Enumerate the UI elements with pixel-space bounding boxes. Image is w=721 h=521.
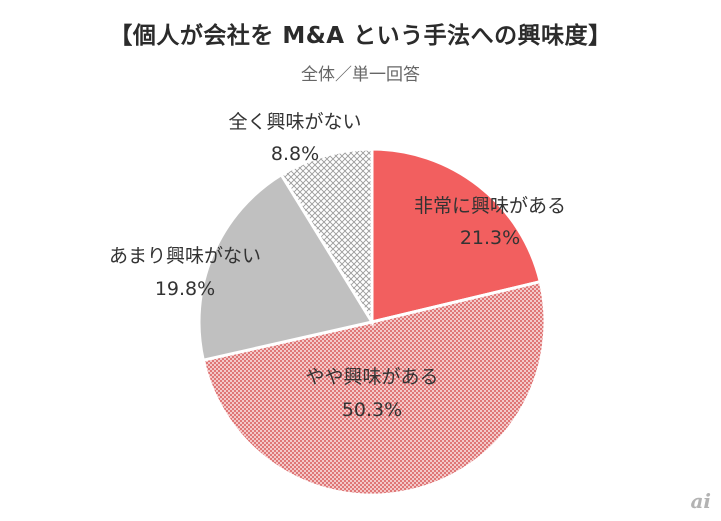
pie-slice-1 — [370, 147, 543, 324]
slice-value-1: 21.3% — [460, 227, 520, 249]
slice-value-4: 8.8% — [271, 143, 319, 165]
slice-label-1: 非常に興味がある — [414, 195, 566, 217]
slice-label-4: 全く興味がない — [228, 111, 361, 133]
site-logo-watermark: ai — [690, 489, 711, 513]
pie-slice-3 — [197, 172, 375, 362]
slice-label-2: やや興味がある — [305, 366, 438, 388]
chart-subtitle: 全体／単一回答 — [301, 65, 420, 85]
chart-title: 【個人が会社を M&A という手法への興味度】 — [109, 23, 612, 49]
slice-value-3: 19.8% — [155, 278, 215, 300]
slice-label-3: あまり興味がない — [109, 245, 261, 267]
slice-value-2: 50.3% — [342, 399, 402, 421]
pie-slice-2 — [201, 279, 547, 497]
pie-slice-4 — [279, 147, 374, 328]
